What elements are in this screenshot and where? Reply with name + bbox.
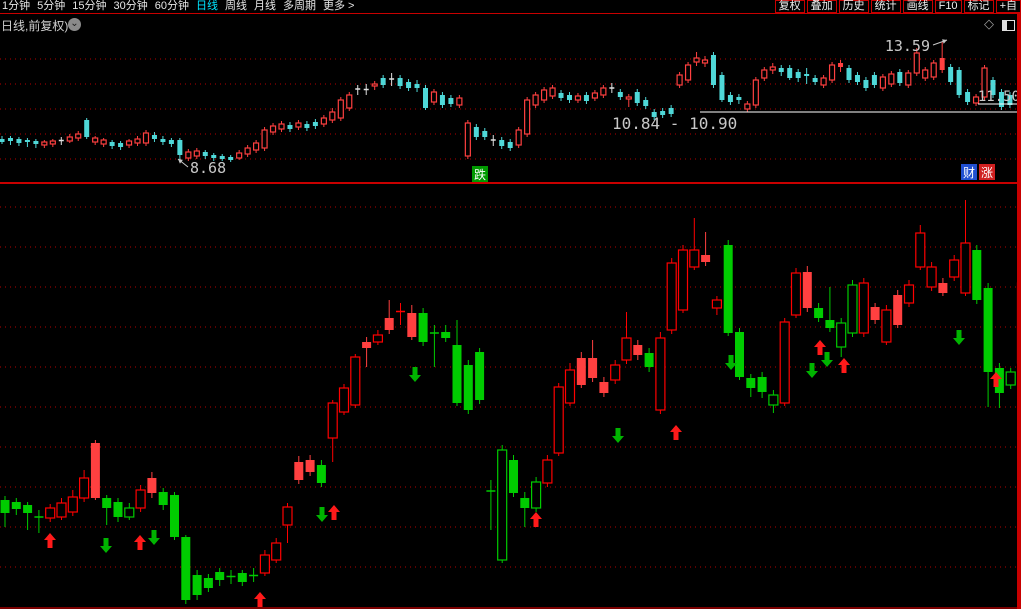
period-tab-5分钟[interactable]: 5分钟 <box>37 0 66 12</box>
period-tab-月线[interactable]: 月线 <box>254 0 276 12</box>
period-tab-多周期[interactable]: 多周期 <box>283 0 316 12</box>
tool-button-标记[interactable]: 标记 <box>963 0 994 13</box>
sell-signal-arrow <box>806 363 818 378</box>
buy-signal-arrow <box>134 535 146 550</box>
price-annotation: 13.59 <box>885 37 930 55</box>
sell-signal-arrow <box>316 507 328 522</box>
buy-signal-arrow <box>814 340 826 355</box>
event-badge[interactable] <box>472 166 488 182</box>
buy-signal-arrow <box>328 505 340 520</box>
period-tab-30分钟[interactable]: 30分钟 <box>113 0 148 12</box>
overview-chart[interactable]: 10.84 - 10.90 11.50 8.68 13.59 跌 财涨 <box>0 37 1021 182</box>
tool-button-F10[interactable]: F10 <box>934 0 962 13</box>
tool-button-复权[interactable]: 复权 <box>774 0 805 13</box>
sell-signal-arrow <box>409 367 421 382</box>
event-badge[interactable] <box>961 164 977 180</box>
tool-button-叠加[interactable]: 叠加 <box>806 0 837 13</box>
price-annotation: 8.68 <box>190 159 226 177</box>
period-tabs: 1分钟 5分钟 15分钟 30分钟 60分钟 日线 周线 月线 多周期 更多 > <box>2 0 361 13</box>
period-tab-日线[interactable]: 日线 <box>196 0 218 12</box>
buy-signal-arrow <box>254 592 266 607</box>
tool-button-历史[interactable]: 历史 <box>838 0 869 13</box>
panel-split-icon[interactable] <box>1002 20 1015 31</box>
period-tab-1分钟[interactable]: 1分钟 <box>2 0 31 12</box>
sell-signal-arrow <box>148 530 160 545</box>
main-candlestick-chart[interactable] <box>0 184 1021 607</box>
chevron-down-circle-icon[interactable]: ⌄ <box>68 18 81 31</box>
diamond-icon[interactable]: ◇ <box>984 16 994 31</box>
chart-subheader: 日线,前复权) ⌄ ◇ <box>0 14 1021 36</box>
period-tab-周线[interactable]: 周线 <box>225 0 247 12</box>
overview-candles: 10.84 - 10.90 11.50 8.68 13.59 跌 财涨 <box>0 37 1021 182</box>
price-annotation: 11.50 <box>978 89 1020 105</box>
tool-button-画线[interactable]: 画线 <box>902 0 933 13</box>
tool-button-统计[interactable]: 统计 <box>870 0 901 13</box>
tool-buttons: 复权 叠加 历史 统计 画线 F10 标记 +自 <box>773 0 1021 13</box>
period-mode-label: 日线,前复权) <box>1 19 69 33</box>
buy-signal-arrow <box>990 372 1002 387</box>
period-toolbar: 1分钟 5分钟 15分钟 30分钟 60分钟 日线 周线 月线 多周期 更多 > 复权 叠加 历史 统计… <box>0 0 1021 14</box>
buy-signal-arrow <box>670 425 682 440</box>
sell-signal-arrow <box>725 355 737 370</box>
chart-divider <box>0 182 1021 184</box>
sell-signal-arrow <box>953 330 965 345</box>
tool-button-+自[interactable]: +自 <box>995 0 1021 13</box>
buy-signal-arrow <box>838 358 850 373</box>
sell-signal-arrow <box>612 428 624 443</box>
period-tab-15分钟[interactable]: 15分钟 <box>72 0 107 12</box>
buy-signal-arrow <box>530 512 542 527</box>
bottom-border <box>0 607 1021 609</box>
svg-text:跌: 跌 <box>474 167 486 182</box>
period-tab-更多 >[interactable]: 更多 > <box>323 0 355 12</box>
sell-signal-arrow <box>100 538 112 553</box>
right-border <box>1017 14 1021 609</box>
price-annotation: 10.84 - 10.90 <box>612 114 737 133</box>
svg-text:财: 财 <box>963 166 975 180</box>
svg-text:涨: 涨 <box>981 165 993 180</box>
period-tab-60分钟[interactable]: 60分钟 <box>154 0 189 12</box>
sell-signal-arrow <box>821 352 833 367</box>
event-badge[interactable] <box>979 164 995 180</box>
main-candles <box>0 200 1021 607</box>
buy-signal-arrow <box>44 533 56 548</box>
